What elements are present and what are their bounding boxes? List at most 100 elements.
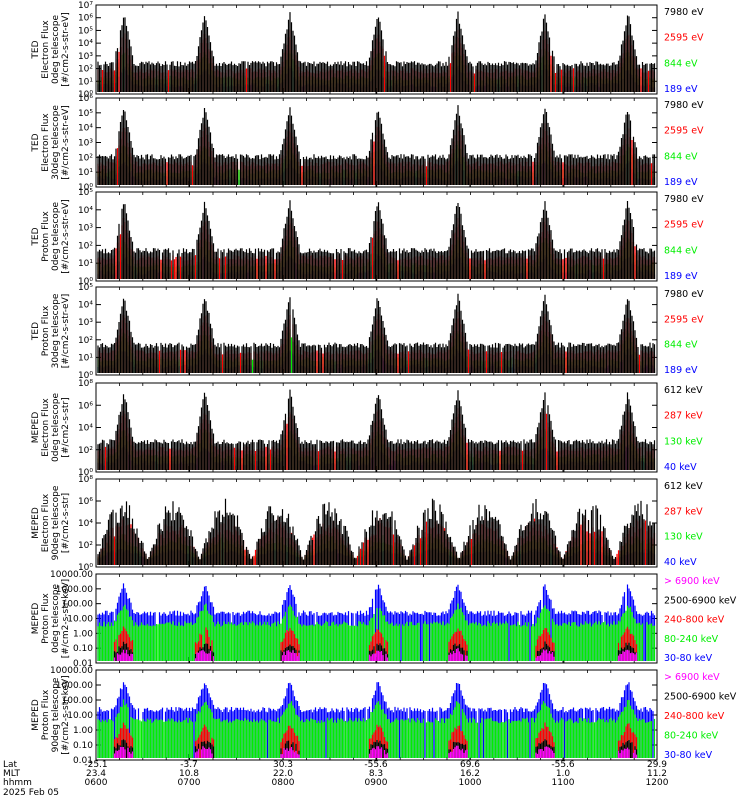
x-tick-hhmm: 0600 bbox=[85, 778, 108, 788]
x-row-label-hhmm: hhmm bbox=[3, 778, 32, 788]
x-date-label: 2025 Feb 05 bbox=[3, 788, 59, 798]
y-tick-label: 10⁵ bbox=[78, 188, 93, 198]
y-tick-label: 10² bbox=[78, 241, 93, 251]
series-trace bbox=[113, 648, 638, 661]
legend-entry: 287 keV bbox=[664, 411, 703, 422]
x-tick-hhmm: 1000 bbox=[459, 778, 482, 788]
y-tick-label: 10⁴ bbox=[78, 424, 93, 434]
legend-entry: 40 keV bbox=[664, 557, 697, 568]
legend-entry: 612 keV bbox=[664, 481, 703, 492]
x-tick-lat: 29.9 bbox=[647, 760, 667, 770]
legend-entry: 130 keV bbox=[664, 436, 703, 447]
legend-entry: 80-240 keV bbox=[664, 731, 719, 742]
legend-entry: 7980 eV bbox=[664, 100, 704, 111]
y-axis-label: TEDElectron Flux30deg telescope[#/cm2-s-… bbox=[31, 105, 71, 180]
legend-entry: 2595 eV bbox=[664, 126, 704, 137]
legend-entry: 189 eV bbox=[664, 365, 698, 376]
series-trace bbox=[97, 498, 656, 565]
series-trace bbox=[97, 389, 656, 470]
legend-entry: 189 eV bbox=[664, 84, 698, 95]
legend-entry: 80-240 keV bbox=[664, 634, 719, 645]
x-tick-lat: -3.7 bbox=[180, 760, 198, 770]
y-axis-label: TEDProton Flux0deg telescope[#/cm2-s-str… bbox=[31, 199, 71, 274]
series-trace bbox=[97, 200, 656, 279]
x-tick-hhmm: 0700 bbox=[178, 778, 201, 788]
panel-5: 10⁰ 10² 10⁴ 10⁶ 10⁸ MEPEDElectron Flux0deg te… bbox=[31, 379, 703, 478]
legend-entry: 130 keV bbox=[664, 532, 703, 543]
y-tick-label: 1.00 bbox=[73, 726, 93, 736]
y-tick-label: 10⁴ bbox=[78, 39, 93, 49]
y-tick-label: 10⁴ bbox=[78, 519, 93, 529]
panel-6: 10⁰ 10² 10⁴ 10⁶ 10⁸ MEPEDElectron Flux90deg t… bbox=[31, 475, 703, 573]
y-tick-label: 100.00 bbox=[62, 696, 94, 706]
x-tick-hhmm: 1100 bbox=[552, 778, 575, 788]
y-tick-label: 10³ bbox=[78, 139, 93, 149]
y-tick-label: 10⁵ bbox=[78, 26, 93, 36]
y-tick-label: 10⁶ bbox=[78, 94, 93, 104]
x-tick-hhmm: 0800 bbox=[272, 778, 295, 788]
y-tick-label: 1000.00 bbox=[56, 681, 93, 691]
y-tick-label: 10² bbox=[78, 153, 93, 163]
x-row-label-lat: Lat bbox=[3, 760, 18, 770]
x-tick-mlt: 10.8 bbox=[179, 769, 199, 779]
y-tick-label: 10⁶ bbox=[78, 497, 93, 507]
legend-entry: 287 keV bbox=[664, 506, 703, 517]
legend-entry: 844 eV bbox=[664, 58, 698, 69]
legend-entry: 2595 eV bbox=[664, 33, 704, 44]
y-tick-label: 10¹ bbox=[78, 353, 93, 363]
panel-4: 10⁰ 10¹ 10² 10³ 10⁴ 10⁵ TEDProton Flux30deg te… bbox=[31, 283, 704, 381]
x-tick-mlt: 8.3 bbox=[369, 769, 383, 779]
y-tick-label: 10² bbox=[78, 65, 93, 75]
y-tick-label: 10³ bbox=[78, 52, 93, 62]
x-tick-lat: -25.1 bbox=[84, 760, 107, 770]
panels: 10⁰ 10¹ 10² 10³ 10⁴ 10⁵ 10⁶ 10⁷ TEDElectron Flux… bbox=[31, 1, 737, 766]
x-tick-mlt: 1.0 bbox=[556, 769, 571, 779]
x-tick-mlt: 16.2 bbox=[460, 769, 480, 779]
y-tick-label: 10⁰ bbox=[78, 371, 93, 381]
legend-entry: 612 keV bbox=[664, 385, 703, 396]
series-trace bbox=[113, 745, 638, 758]
legend-entry: 7980 eV bbox=[664, 7, 704, 18]
legend-entry: 844 eV bbox=[664, 245, 698, 256]
legend-entry: 2500-6900 keV bbox=[664, 692, 737, 703]
x-tick-lat: 30.3 bbox=[273, 760, 293, 770]
y-axis-label: MEPEDElectron Flux90deg telescope[#/cm2-… bbox=[31, 485, 71, 560]
y-tick-label: 10000.00 bbox=[50, 570, 93, 580]
legend-entry: 2500-6900 keV bbox=[664, 595, 737, 606]
y-tick-label: 10⁴ bbox=[78, 301, 93, 311]
x-tick-lat: -55.6 bbox=[364, 760, 388, 770]
y-tick-label: 10⁰ bbox=[78, 90, 93, 100]
series-trace bbox=[97, 293, 656, 373]
y-axis-label: TEDProton Flux30deg telescope[#/cm2-s-st… bbox=[31, 293, 71, 368]
x-tick-mlt: 23.4 bbox=[86, 769, 106, 779]
legend-entry: 844 eV bbox=[664, 151, 698, 162]
x-tick-lat: 69.6 bbox=[460, 760, 480, 770]
y-tick-label: 10⁷ bbox=[78, 1, 93, 11]
y-axis-label: MEPEDProton Flux0deg telescope[#/cm2-s-s… bbox=[31, 579, 71, 658]
legend-entry: 189 eV bbox=[664, 177, 698, 188]
series-trace bbox=[97, 603, 656, 661]
legend-entry: 189 eV bbox=[664, 271, 698, 282]
legend-entry: 2595 eV bbox=[664, 220, 704, 231]
y-tick-label: 10⁸ bbox=[78, 379, 93, 389]
y-tick-label: 10⁰ bbox=[78, 563, 93, 573]
legend-entry: > 6900 keV bbox=[664, 576, 720, 587]
x-tick-hhmm: 0900 bbox=[365, 778, 388, 788]
y-tick-label: 10³ bbox=[78, 318, 93, 328]
x-tick-hhmm: 1200 bbox=[646, 778, 669, 788]
legend-entry: 40 keV bbox=[664, 462, 697, 473]
panel-2: 10⁰ 10¹ 10² 10³ 10⁴ 10⁵ 10⁶ TEDElectron Flux30d… bbox=[31, 94, 704, 193]
panel-7: 0.01 0.10 1.00 10.00 100.00 1000.00 10000.00ME… bbox=[31, 570, 737, 669]
y-tick-label: 0.10 bbox=[73, 644, 93, 654]
y-tick-label: 10¹ bbox=[78, 77, 93, 87]
y-tick-label: 0.01 bbox=[73, 659, 93, 669]
y-tick-label: 10² bbox=[78, 336, 93, 346]
y-tick-label: 10⁴ bbox=[78, 124, 93, 134]
y-tick-label: 10⁰ bbox=[78, 277, 93, 287]
y-tick-label: 10³ bbox=[78, 224, 93, 234]
legend-entry: 2595 eV bbox=[664, 314, 704, 325]
y-tick-label: 10⁰ bbox=[78, 183, 93, 193]
y-tick-label: 0.10 bbox=[73, 741, 93, 751]
